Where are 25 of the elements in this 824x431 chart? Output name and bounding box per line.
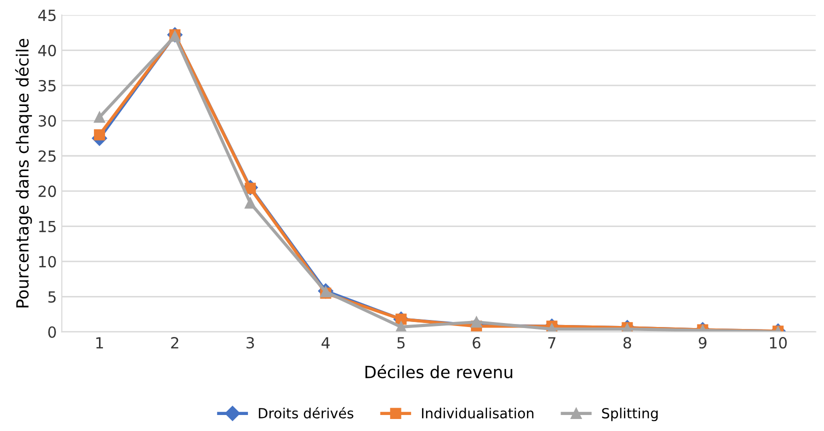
- y-tick-label: 15: [39, 220, 56, 232]
- x-tick-label: 9: [698, 337, 706, 349]
- x-tick-label: 3: [246, 337, 254, 349]
- y-tick-label: 10: [39, 256, 56, 268]
- legend-label: Droits dérivés: [258, 407, 354, 418]
- x-axis-title: Déciles de revenu: [365, 364, 512, 378]
- y-tick-label: 20: [38, 186, 56, 198]
- x-tick-label: 10: [770, 337, 787, 349]
- y-tick-label: 35: [38, 80, 56, 92]
- y-tick-label: 45: [38, 10, 56, 22]
- x-tick-label: 1: [96, 337, 103, 348]
- legend-label: Individualisation: [422, 408, 534, 418]
- x-tick-label: 2: [171, 337, 178, 348]
- x-tick-label: 7: [548, 337, 556, 348]
- y-tick-label: 5: [48, 291, 56, 303]
- y-tick-label: 0: [48, 326, 56, 338]
- legend-label: Splitting: [602, 408, 658, 422]
- x-tick-label: 4: [322, 337, 330, 348]
- y-tick-label: 30: [38, 115, 56, 127]
- y-tick-label: 25: [38, 150, 56, 162]
- y-axis-title: Pourcentage dans chaque décile: [15, 38, 32, 308]
- y-tick-label: 40: [38, 44, 56, 56]
- x-tick-label: 6: [472, 337, 480, 349]
- x-tick-label: 5: [397, 337, 405, 349]
- x-tick-label: 8: [623, 337, 632, 349]
